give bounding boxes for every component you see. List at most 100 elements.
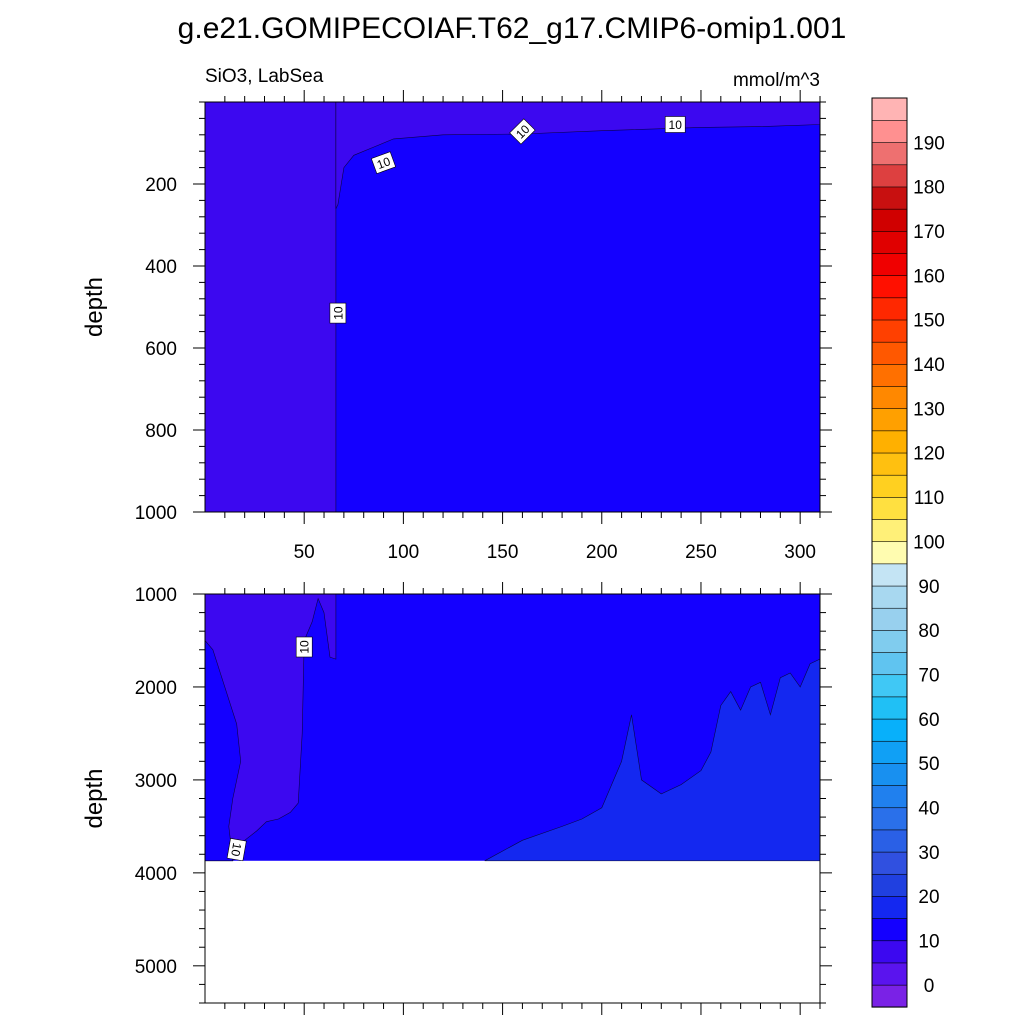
contour-label: 10 <box>226 838 247 862</box>
colorbar-label: 120 <box>913 444 945 465</box>
colorbar-label: 100 <box>913 532 945 553</box>
y-tick-label: 5000 <box>135 957 177 978</box>
colorbar-label: 130 <box>913 399 945 420</box>
colorbar-bin <box>871 940 908 964</box>
colorbar-bin <box>871 363 908 387</box>
x-tick-label: 250 <box>685 542 717 563</box>
y-axis-label: depth <box>81 768 108 828</box>
plot-frame <box>204 101 821 513</box>
y-tick-label: 1000 <box>135 585 177 606</box>
y-tick-label: 800 <box>145 421 177 442</box>
colorbar-bin <box>871 208 908 232</box>
x-tick-label: 150 <box>487 542 519 563</box>
colorbar-bin <box>871 696 908 720</box>
subtitle-variable-region: SiO3, LabSea <box>205 66 324 87</box>
colorbar: 0 10 20 30 40 50 60 70 80 90 100 110 120 130 140 150 160… <box>871 97 945 1008</box>
colorbar-bin <box>871 341 908 365</box>
contour-field <box>205 594 820 862</box>
colorbar-bin <box>871 252 908 276</box>
colorbar-label: 0 <box>924 976 935 997</box>
y-tick-label: 1000 <box>135 503 177 524</box>
axis-ticks <box>193 90 832 524</box>
contour-label-text: 10 <box>228 842 244 858</box>
colorbar-bin <box>871 408 908 432</box>
x-tick-label: 300 <box>784 542 816 563</box>
chart-title: g.e21.GOMIPECOIAF.T62_g17.CMIP6-omip1.00… <box>178 12 847 45</box>
colorbar-label: 80 <box>918 621 939 642</box>
contour-region-2 <box>335 102 820 209</box>
y-tick-label: 2000 <box>135 678 177 699</box>
colorbar-bin <box>871 186 908 210</box>
colorbar-label: 50 <box>918 754 939 775</box>
colorbar-bin <box>871 275 908 299</box>
colorbar-bin <box>871 629 908 653</box>
contour-label: 10 <box>370 151 397 175</box>
colorbar-bin <box>871 496 908 520</box>
contour-label-box <box>295 636 313 658</box>
colorbar-bin <box>871 119 908 143</box>
y-axis-label: depth <box>81 277 108 337</box>
x-tick-label: 50 <box>294 542 315 563</box>
colorbar-bin <box>871 895 908 919</box>
colorbar-bin <box>871 962 908 986</box>
colorbar-label: 70 <box>918 665 939 686</box>
colorbar-bin <box>871 740 908 764</box>
y-tick-label: 600 <box>145 339 177 360</box>
colorbar-bin <box>871 230 908 254</box>
colorbar-bin <box>871 297 908 321</box>
colorbar-bin <box>871 518 908 543</box>
colorbar-label: 30 <box>918 843 939 864</box>
y-tick-label: 3000 <box>135 771 177 792</box>
colorbar-bin <box>871 807 908 831</box>
colorbar-bin <box>871 829 908 853</box>
colorbar-bin <box>871 541 908 565</box>
contour-label-text: 10 <box>331 306 345 320</box>
colorbar-bin <box>871 385 908 409</box>
contour-label-text: 10 <box>669 118 683 132</box>
colorbar-bin <box>871 97 908 121</box>
y-tick-label: 4000 <box>135 864 177 885</box>
contour-label-text: 10 <box>375 154 393 172</box>
contour-label-text: 10 <box>298 640 312 654</box>
colorbar-bin <box>871 851 908 875</box>
contour-label: 10 <box>509 118 536 145</box>
contour-region-1 <box>205 102 337 512</box>
contour-label: 10 <box>329 302 347 324</box>
x-tick-label: 200 <box>586 542 618 563</box>
upper-depth-panel: 200 400 600 800 1000 50 100 150 200 250 300 depth 10… <box>81 90 832 563</box>
y-tick-label: 400 <box>145 257 177 278</box>
contour-label-box <box>370 151 397 175</box>
contour-label-box <box>329 302 347 324</box>
x-tick-label: 100 <box>388 542 420 563</box>
contour-label: 10 <box>295 636 313 658</box>
contour-label-box <box>226 838 247 862</box>
colorbar-bin <box>871 674 908 698</box>
colorbar-label: 150 <box>913 311 945 332</box>
colorbar-bin <box>871 718 908 742</box>
lower-depth-panel: 1000 2000 3000 4000 5000 depth 10 10 <box>81 582 832 1015</box>
colorbar-label: 180 <box>913 178 945 199</box>
contour-region-3 <box>484 658 820 862</box>
colorbar-bin <box>871 762 908 786</box>
contour-label-box <box>664 116 686 133</box>
colorbar-bin <box>871 873 908 897</box>
y-tick-label: 200 <box>145 175 177 196</box>
colorbar-bin <box>871 563 908 587</box>
colorbar-label: 90 <box>918 577 939 598</box>
colorbar-label: 40 <box>918 799 939 820</box>
colorbar-bin <box>871 319 908 343</box>
colorbar-bin <box>871 452 908 476</box>
colorbar-bin <box>871 164 908 188</box>
contour-region-2 <box>205 640 242 862</box>
colorbar-label: 170 <box>913 222 945 243</box>
colorbar-bin <box>871 784 908 809</box>
colorbar-label: 60 <box>918 710 939 731</box>
colorbar-label: 160 <box>913 266 945 287</box>
colorbar-label: 140 <box>913 355 945 376</box>
axis-ticks <box>193 582 832 1015</box>
colorbar-bin <box>871 651 908 676</box>
colorbar-bin <box>871 474 908 498</box>
colorbar-bin <box>871 607 908 631</box>
colorbar-bin <box>871 142 908 166</box>
